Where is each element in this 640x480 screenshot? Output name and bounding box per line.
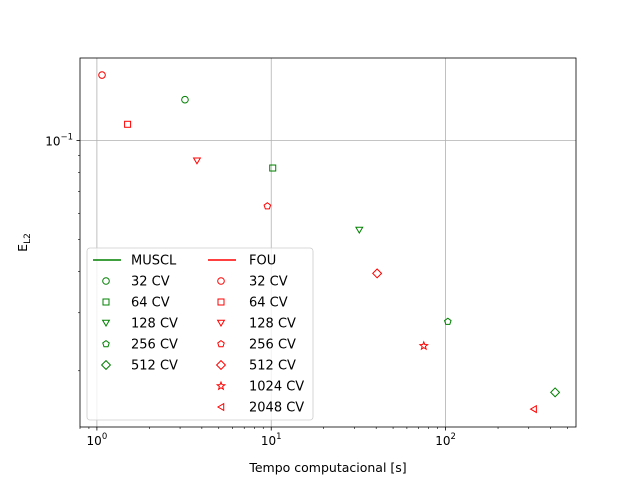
data-point	[529, 404, 537, 414]
y-axis-label: EL2	[15, 233, 33, 252]
axis-ticks: 100 101 102 10−1	[45, 132, 568, 448]
legend-marker	[102, 277, 110, 285]
legend-entry-label: 512 CV	[131, 359, 178, 374]
legend-marker	[100, 359, 112, 371]
data-point	[443, 317, 452, 325]
legend-marker	[102, 339, 110, 348]
legend-marker	[216, 319, 226, 328]
legend-entry-label: 256 CV	[249, 338, 296, 353]
legend-entry-label: 1024 CV	[249, 380, 304, 395]
legend-series-name: FOU	[249, 254, 276, 269]
data-point	[181, 95, 189, 104]
data-point	[355, 226, 364, 235]
legend-marker	[101, 319, 111, 328]
data-point	[372, 268, 383, 279]
plot-area-frame	[79, 57, 577, 428]
legend-entry-label: 512 CV	[249, 359, 296, 374]
legend: MUSCL 32 CV 64 CV 128 CV 256 CV 512 CV FOU 32 C…	[86, 247, 314, 421]
data-point	[124, 120, 132, 128]
legend-marker	[216, 402, 225, 412]
y-tick-label: 10−1	[45, 132, 73, 148]
legend-series-name: MUSCL	[131, 254, 177, 269]
data-point	[192, 157, 202, 165]
x-tick-label: 100	[87, 432, 108, 448]
legend-entry-label: 2048 CV	[249, 401, 304, 416]
legend-entry-label: 256 CV	[131, 338, 178, 353]
legend-marker	[217, 298, 225, 306]
legend-entry-label: 64 CV	[131, 296, 170, 311]
data-point	[550, 387, 561, 398]
legend-entry-label: 128 CV	[249, 317, 296, 332]
legend-marker	[102, 298, 110, 306]
data-points	[98, 71, 561, 414]
legend-marker	[217, 339, 225, 348]
legend-entry-label: 128 CV	[131, 317, 178, 332]
x-tick-label: 101	[261, 432, 282, 448]
legend-marker	[215, 359, 227, 371]
data-point	[269, 164, 277, 172]
x-axis-label: Tempo computacional [s]	[248, 460, 406, 475]
data-point	[98, 71, 106, 79]
legend-entry-label: 32 CV	[131, 275, 170, 290]
legend-box	[86, 247, 314, 421]
data-point	[418, 340, 429, 351]
x-tick-label: 102	[435, 432, 456, 448]
legend-entry-label: 32 CV	[249, 275, 288, 290]
data-point	[263, 202, 272, 210]
legend-marker	[217, 277, 225, 285]
y-axis-label-text: EL2	[15, 233, 33, 252]
legend-entry-label: 64 CV	[249, 296, 288, 311]
legend-marker	[215, 380, 227, 391]
